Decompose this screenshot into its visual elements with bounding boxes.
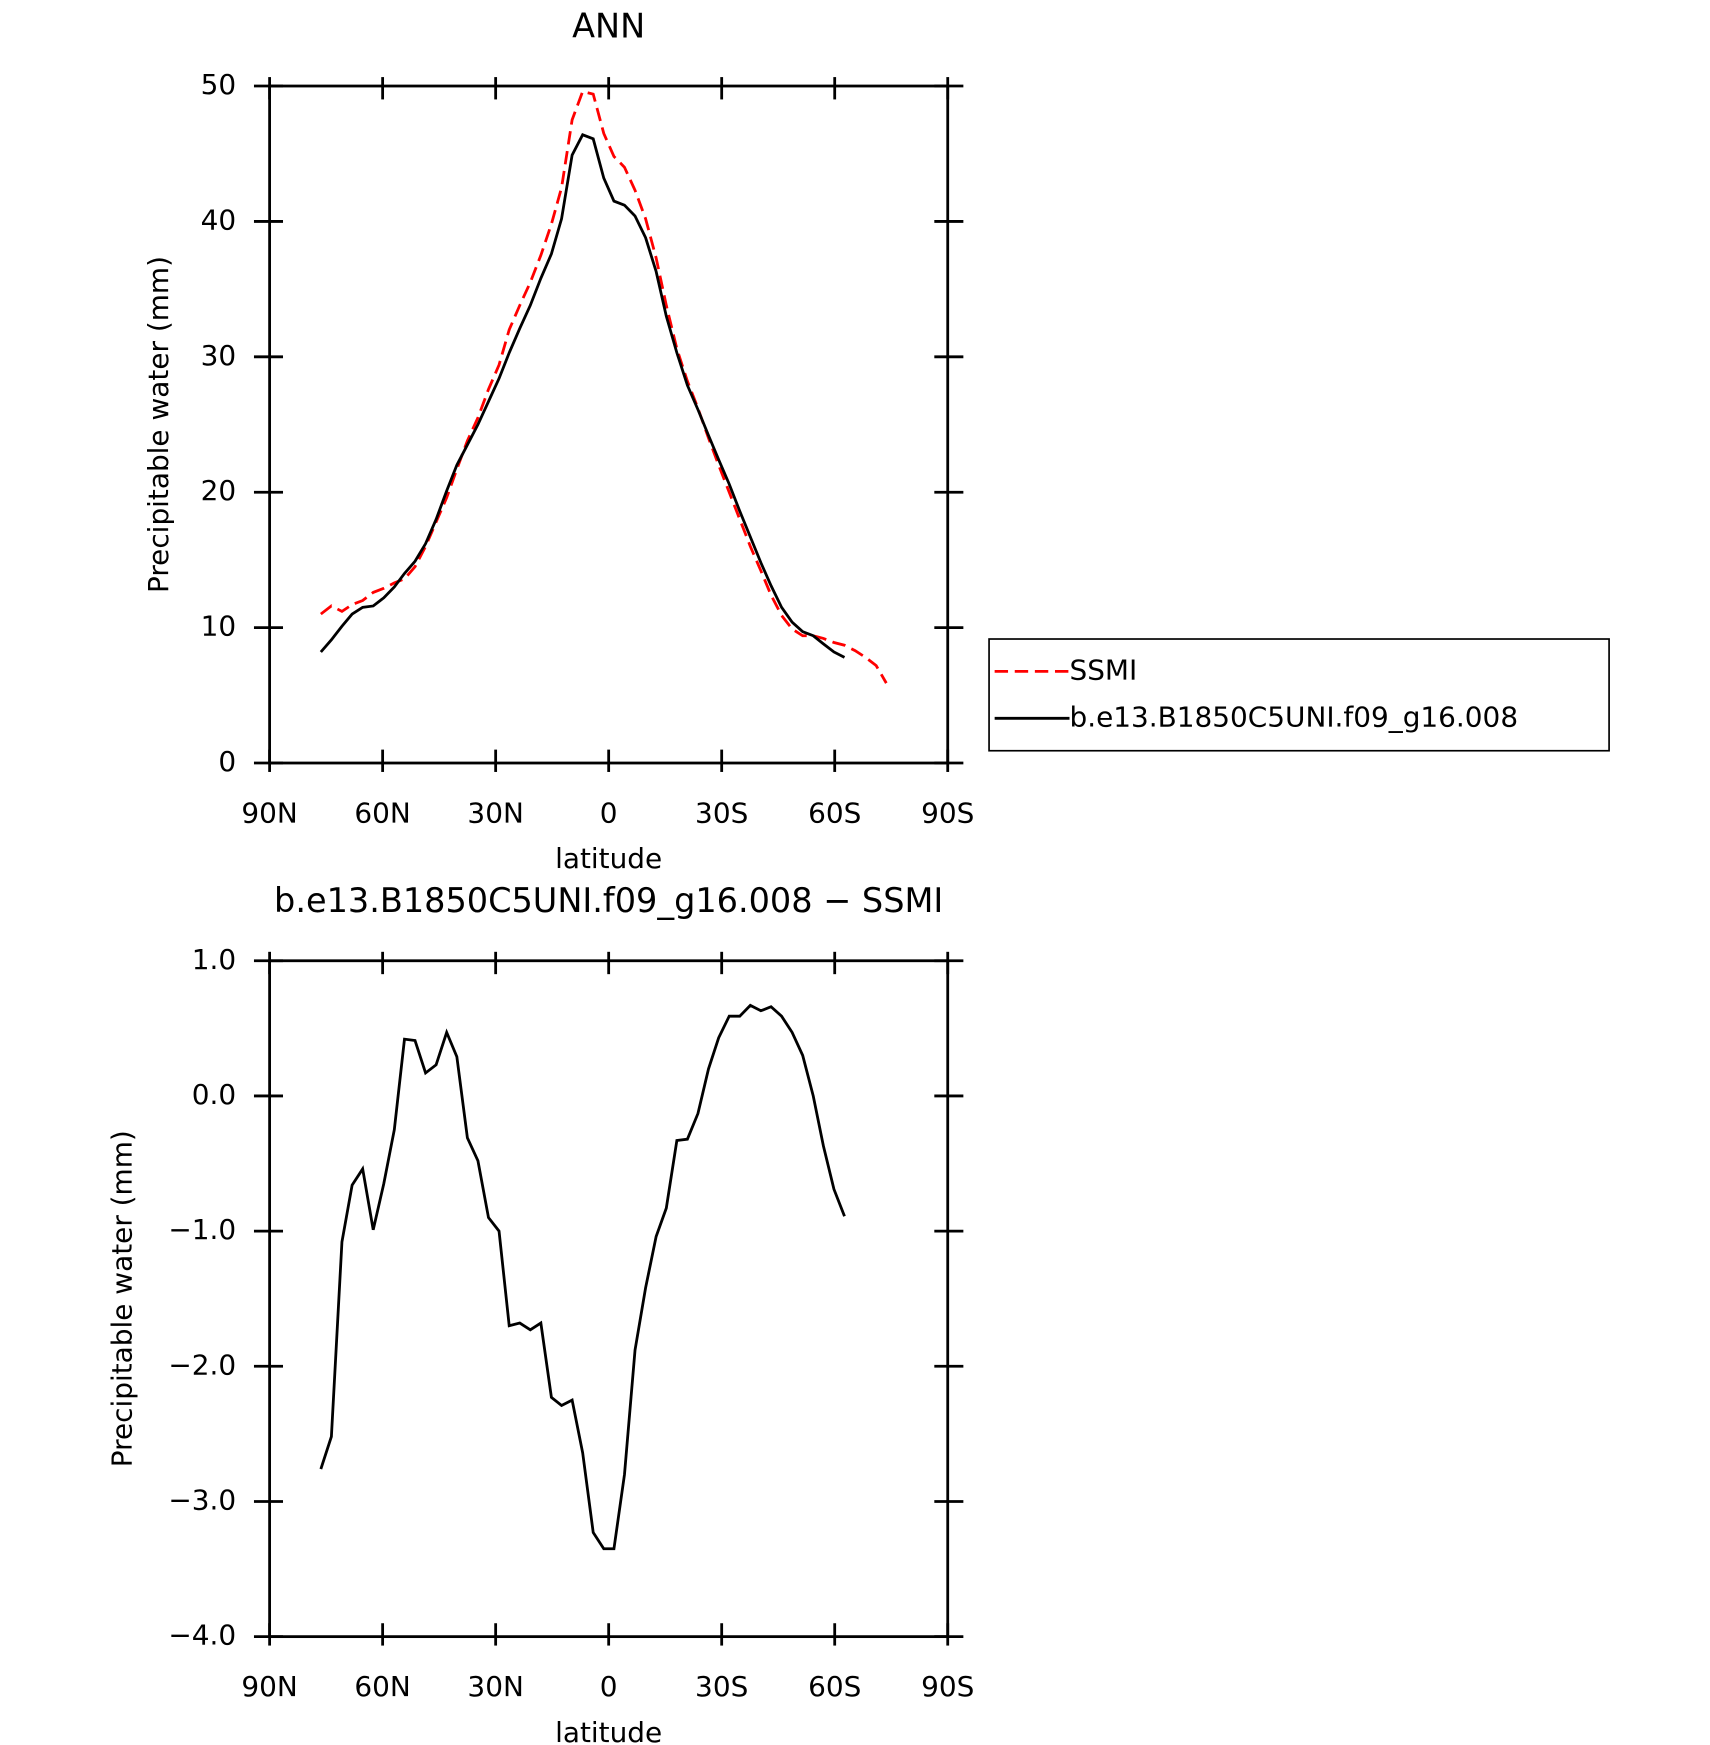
chart-title: ANN: [572, 6, 645, 45]
chart-title: b.e13.B1850C5UNI.f09_g16.008 − SSMI: [274, 881, 943, 920]
data-line: [319, 1003, 846, 1551]
x-axis-label: latitude: [555, 1716, 662, 1745]
x-tick-label: 90S: [921, 796, 974, 829]
plot-frame: [268, 959, 950, 1639]
x-tick-label: 60N: [354, 796, 410, 829]
y-tick-label: 30: [201, 339, 237, 372]
y-tick-label: 40: [201, 203, 237, 236]
y-tick-label: 0: [218, 745, 236, 778]
y-tick-label: 1.0: [192, 943, 236, 976]
x-tick-label: 60S: [808, 1670, 861, 1703]
y-tick-label: −3.0: [168, 1483, 236, 1516]
y-axis-label: Precipitable water (mm): [142, 256, 175, 593]
y-tick-label: −2.0: [168, 1348, 236, 1381]
y-tick-label: −1.0: [168, 1213, 236, 1246]
x-tick-label: 60N: [354, 1670, 410, 1703]
legend-label: SSMI: [1069, 653, 1137, 686]
y-axis-label: Precipitable water (mm): [105, 1130, 138, 1467]
legend-label: b.e13.B1850C5UNI.f09_g16.008: [1069, 700, 1518, 733]
x-tick-label: 30S: [695, 796, 748, 829]
x-tick-label: 30N: [467, 796, 523, 829]
y-tick-label: 0.0: [192, 1078, 236, 1111]
x-axis-label: latitude: [555, 842, 662, 875]
data-line: [319, 133, 846, 659]
y-tick-label: 20: [201, 474, 237, 507]
x-tick-label: 30N: [467, 1670, 523, 1703]
x-tick-label: 90N: [241, 1670, 297, 1703]
legend-box: [988, 638, 1610, 752]
x-tick-label: 0: [600, 1670, 618, 1703]
y-tick-label: −4.0: [168, 1619, 236, 1652]
x-tick-label: 30S: [695, 1670, 748, 1703]
x-tick-label: 60S: [808, 796, 861, 829]
y-tick-label: 50: [201, 68, 237, 101]
x-tick-label: 0: [600, 796, 618, 829]
data-line: [319, 89, 888, 684]
x-tick-label: 90N: [241, 796, 297, 829]
y-tick-label: 10: [201, 610, 237, 643]
x-tick-label: 90S: [921, 1670, 974, 1703]
